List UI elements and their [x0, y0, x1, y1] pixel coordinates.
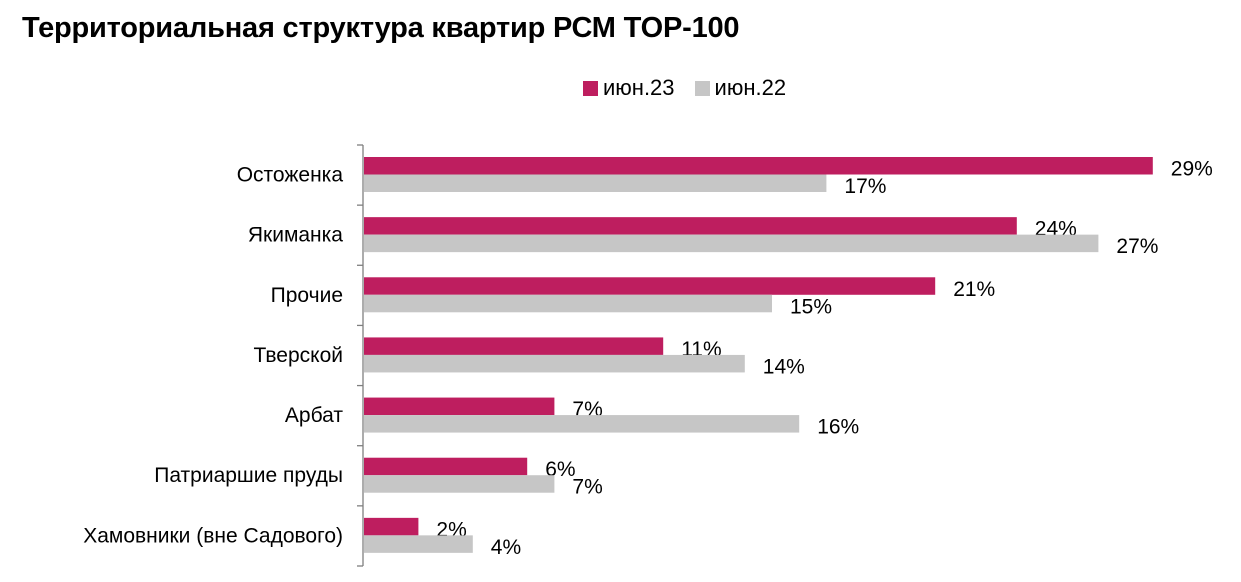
- bar-series-2: [364, 415, 800, 433]
- legend-label-series-2: июн.22: [714, 75, 787, 100]
- data-label-series-2: 7%: [572, 476, 602, 499]
- chart-title: Территориальная структура квартир РСМ TO…: [22, 12, 740, 44]
- category-label: Хамовники (вне Садового): [83, 524, 343, 547]
- bar-series-1: [364, 337, 664, 355]
- bar-series-2: [364, 234, 1099, 253]
- category-label: Патриаршие пруды: [154, 464, 343, 487]
- bar-series-2: [364, 354, 745, 373]
- bar-series-2: [364, 174, 827, 192]
- bar-series-1: [364, 457, 528, 476]
- data-label-series-1: 21%: [953, 278, 995, 301]
- data-label-series-2: 16%: [817, 416, 859, 439]
- bar-series-2: [364, 475, 555, 493]
- legend-label-series-1: июн.23: [603, 75, 675, 100]
- data-label-series-2: 4%: [491, 536, 521, 559]
- data-label-series-2: 14%: [763, 355, 805, 378]
- data-label-series-2: 17%: [844, 175, 886, 198]
- category-label: Якиманка: [248, 224, 343, 247]
- bar-series-1: [364, 517, 419, 536]
- legend-swatch-series-2: [694, 80, 710, 96]
- legend-swatch-series-1: [583, 80, 598, 96]
- bar-series-1: [364, 277, 936, 295]
- legend-item-series-2: июн.22: [694, 75, 787, 101]
- category-label: Прочие: [271, 284, 343, 307]
- data-label-series-1: 29%: [1171, 158, 1213, 181]
- bar-series-2: [364, 535, 473, 553]
- bar-series-1: [364, 217, 1017, 235]
- legend-item-series-1: июн.23: [583, 75, 675, 101]
- data-label-series-2: 27%: [1116, 235, 1158, 258]
- category-label: Арбат: [285, 404, 343, 427]
- bar-series-1: [364, 397, 555, 416]
- data-label-series-2: 15%: [790, 295, 832, 318]
- legend: июн.23 июн.22: [583, 75, 806, 101]
- bar-series-1: [364, 157, 1153, 175]
- category-label: Тверской: [253, 344, 343, 367]
- category-label: Остоженка: [237, 164, 344, 187]
- bar-series-2: [364, 294, 772, 313]
